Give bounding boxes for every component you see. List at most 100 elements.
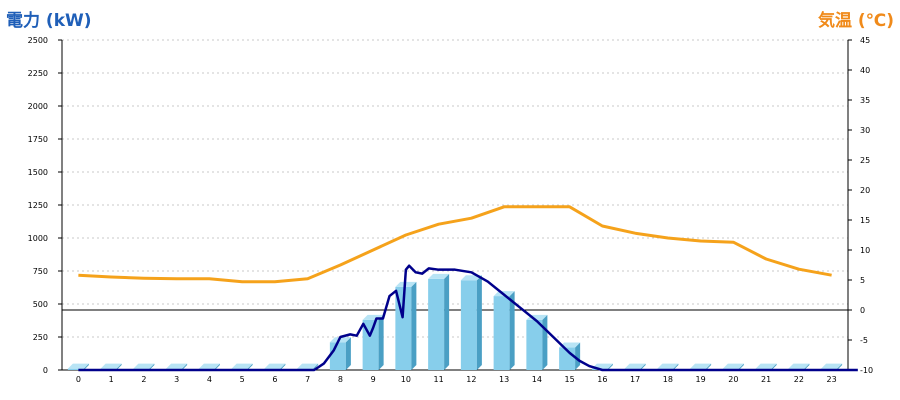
bar-top bbox=[231, 363, 253, 369]
bar-side bbox=[509, 291, 515, 370]
temperature-axis-title: 気温 (℃) bbox=[817, 11, 894, 31]
bar-side bbox=[673, 363, 679, 370]
bar-top bbox=[821, 363, 843, 369]
right-tick-label: 30 bbox=[860, 126, 870, 135]
bar-side bbox=[837, 363, 843, 370]
bar-side bbox=[640, 363, 646, 370]
left-tick-label: 1500 bbox=[28, 168, 48, 177]
x-tick-label: 9 bbox=[371, 375, 376, 384]
power-line bbox=[78, 264, 858, 372]
bar-top bbox=[166, 363, 188, 369]
bar-side bbox=[345, 337, 351, 370]
bar bbox=[329, 337, 351, 370]
bar bbox=[67, 363, 89, 370]
right-tick-label: -10 bbox=[860, 366, 873, 375]
right-tick-label: 20 bbox=[860, 186, 870, 195]
bar-top bbox=[133, 363, 155, 369]
bar-top bbox=[428, 273, 450, 279]
bar bbox=[460, 275, 482, 370]
left-tick-label: 2000 bbox=[28, 102, 48, 111]
bar-front bbox=[329, 342, 346, 370]
bar-top bbox=[100, 363, 122, 369]
bar-top bbox=[198, 363, 220, 369]
x-tick-label: 23 bbox=[827, 375, 837, 384]
bar-side bbox=[83, 363, 89, 370]
x-tick-label: 16 bbox=[597, 375, 607, 384]
right-tick-label: 40 bbox=[860, 66, 870, 75]
left-tick-label: 2250 bbox=[28, 69, 48, 78]
x-tick-label: 10 bbox=[401, 375, 411, 384]
bar-side bbox=[476, 275, 482, 370]
x-tick-label: 17 bbox=[630, 375, 640, 384]
bar bbox=[428, 273, 450, 370]
left-tick-label: 0 bbox=[43, 366, 48, 375]
left-tick-label: 250 bbox=[33, 333, 48, 342]
bar-side bbox=[771, 363, 777, 370]
right-tick-label: 15 bbox=[860, 216, 870, 225]
bar-side bbox=[149, 363, 155, 370]
x-tick-label: 4 bbox=[207, 375, 212, 384]
right-tick-label: 10 bbox=[860, 246, 870, 255]
right-tick-label: 35 bbox=[860, 96, 870, 105]
bar-side bbox=[444, 273, 450, 370]
bar-front bbox=[67, 368, 84, 370]
x-tick-label: 1 bbox=[109, 375, 114, 384]
temperature-line bbox=[78, 205, 832, 284]
bar-top bbox=[624, 363, 646, 369]
bar-side bbox=[706, 363, 712, 370]
bar-side bbox=[411, 281, 417, 370]
left-tick-label: 750 bbox=[33, 267, 48, 276]
bar-side bbox=[182, 363, 188, 370]
right-tick-label: 5 bbox=[860, 276, 865, 285]
left-tick-label: 1750 bbox=[28, 135, 48, 144]
x-tick-label: 18 bbox=[663, 375, 673, 384]
bar bbox=[526, 314, 548, 370]
power-axis-title: 電力 (kW) bbox=[6, 11, 92, 31]
left-tick-label: 500 bbox=[33, 300, 48, 309]
left-tick-label: 2500 bbox=[28, 36, 48, 45]
x-tick-label: 7 bbox=[305, 375, 310, 384]
x-tick-label: 11 bbox=[434, 375, 444, 384]
bar-side bbox=[214, 363, 220, 370]
bar-side bbox=[378, 314, 384, 370]
x-tick-label: 15 bbox=[565, 375, 575, 384]
bar-side bbox=[607, 363, 613, 370]
bar-side bbox=[280, 363, 286, 370]
right-tick-label: 0 bbox=[860, 306, 865, 315]
right-tick-label: 45 bbox=[860, 36, 870, 45]
x-tick-label: 20 bbox=[728, 375, 738, 384]
bar-top bbox=[788, 363, 810, 369]
bar-top bbox=[690, 363, 712, 369]
bar-side bbox=[542, 314, 548, 370]
x-tick-label: 13 bbox=[499, 375, 509, 384]
bar-front bbox=[460, 280, 477, 370]
bar-side bbox=[804, 363, 810, 370]
x-tick-label: 0 bbox=[76, 375, 81, 384]
bar bbox=[395, 281, 417, 370]
x-tick-label: 22 bbox=[794, 375, 804, 384]
bar-top bbox=[657, 363, 679, 369]
bar-side bbox=[247, 363, 253, 370]
x-tick-label: 3 bbox=[174, 375, 179, 384]
x-tick-label: 19 bbox=[696, 375, 706, 384]
bar-side bbox=[575, 342, 581, 370]
bar-side bbox=[116, 363, 122, 370]
x-tick-label: 6 bbox=[272, 375, 277, 384]
x-tick-label: 8 bbox=[338, 375, 343, 384]
bar-front bbox=[428, 278, 445, 370]
bar-top bbox=[264, 363, 286, 369]
bar-front bbox=[526, 319, 543, 370]
x-tick-label: 14 bbox=[532, 375, 542, 384]
bar-front bbox=[493, 296, 510, 370]
bar-side bbox=[738, 363, 744, 370]
right-tick-label: 25 bbox=[860, 156, 870, 165]
right-tick-label: -5 bbox=[860, 336, 868, 345]
bar-top bbox=[755, 363, 777, 369]
bar bbox=[493, 291, 515, 370]
bar-top bbox=[722, 363, 744, 369]
x-tick-label: 12 bbox=[466, 375, 476, 384]
left-tick-label: 1000 bbox=[28, 234, 48, 243]
left-tick-label: 1250 bbox=[28, 201, 48, 210]
